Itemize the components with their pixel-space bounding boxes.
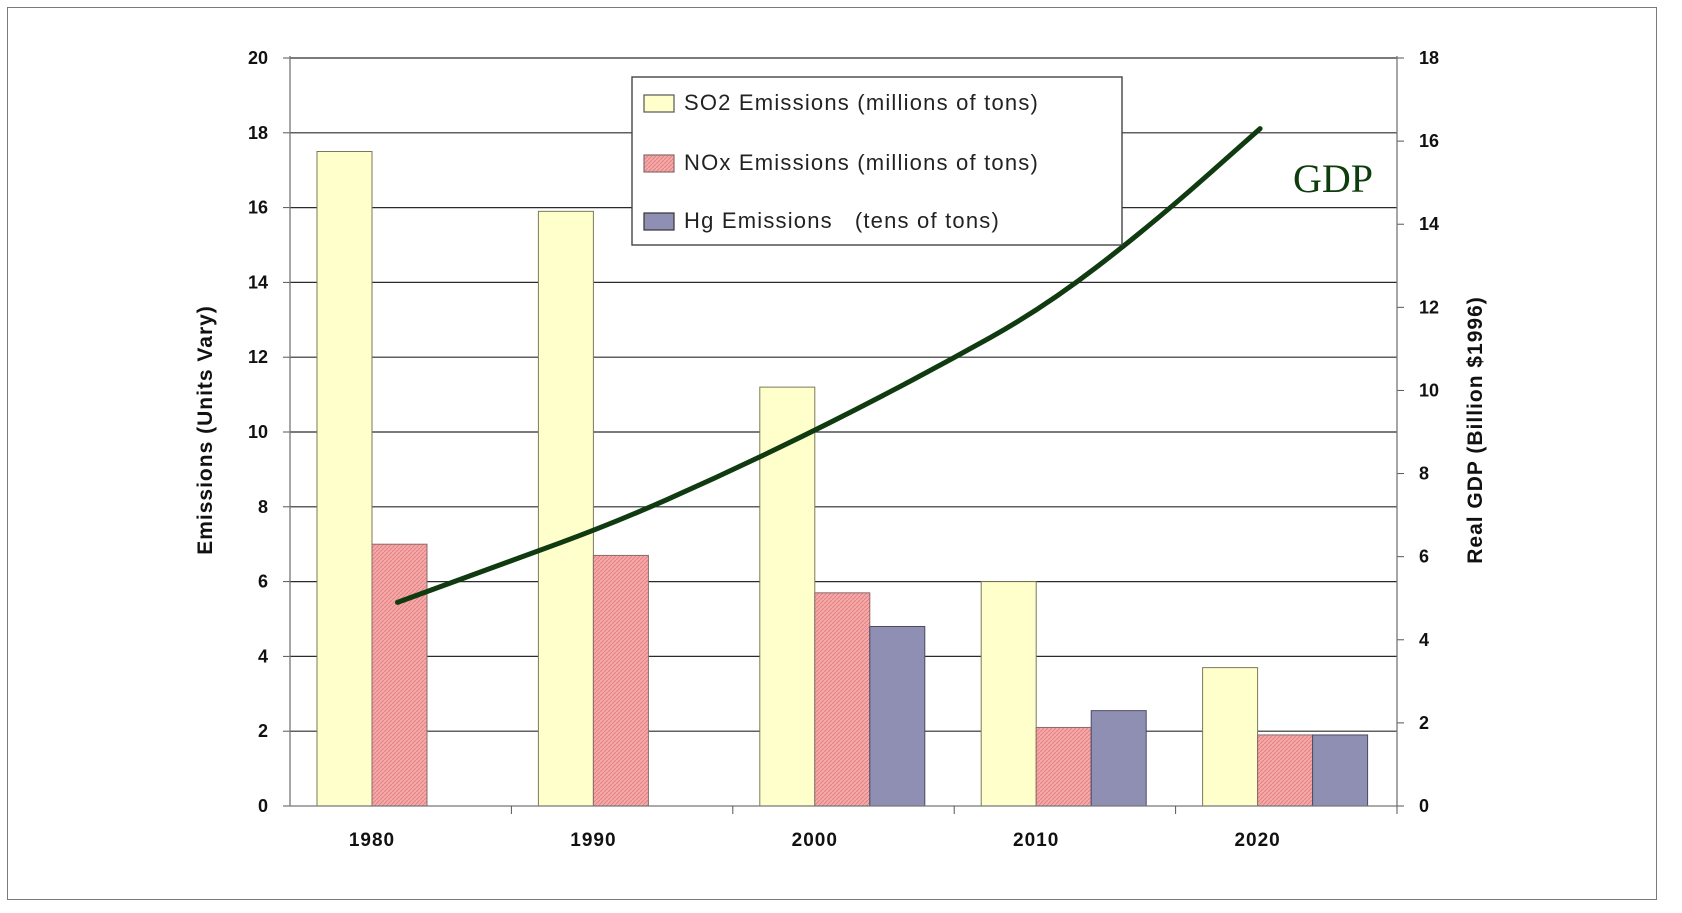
y2-tick-label: 4 [1419, 630, 1429, 650]
legend: SO2 Emissions (millions of tons) NOx Emis… [631, 76, 1123, 246]
gdp-line [395, 126, 1263, 605]
gdp-line-label: GDP [1293, 156, 1373, 201]
y2-tick-label: 0 [1419, 796, 1429, 816]
so2-bar [759, 386, 816, 807]
y-tick-label: 16 [248, 198, 268, 218]
so2-bar [316, 151, 373, 807]
nox-bar [592, 554, 649, 807]
y-tick-label: 2 [258, 721, 268, 741]
nox-bar [1035, 726, 1092, 807]
x-tick-label: 1990 [570, 830, 616, 851]
nox-bar [814, 592, 871, 807]
y2-tick-label: 12 [1419, 297, 1439, 317]
x-tick-label: 2010 [1013, 830, 1059, 851]
so2-bar [537, 210, 594, 807]
y-tick-label: 14 [248, 272, 268, 292]
legend-label: Hg Emissions (tens of tons) [684, 208, 1000, 233]
bars [316, 151, 1369, 807]
y2-tick-label: 6 [1419, 547, 1429, 567]
legend-box [631, 76, 1123, 246]
y-tick-label: 12 [248, 347, 268, 367]
y-tick-label: 10 [248, 422, 268, 442]
y-tick-label: 6 [258, 572, 268, 592]
nox-bar [371, 543, 428, 807]
tick-labels: 0 2 4 6 8 10 12 14 16 18 20 0 2 4 6 8 10 12 14 16 18 1980 1990… [248, 48, 1439, 851]
y-tick-label: 20 [248, 48, 268, 68]
x-tick-label: 1980 [349, 830, 395, 851]
so2-bar [980, 581, 1037, 807]
y-tick-label: 0 [258, 796, 268, 816]
x-tick-label: 2000 [792, 830, 838, 851]
hg-bar [1312, 734, 1369, 807]
legend-swatch [643, 212, 675, 231]
axes [283, 56, 1404, 814]
legend-swatch [643, 94, 675, 113]
legend-label: SO2 Emissions (millions of tons) [684, 90, 1039, 115]
y2-tick-label: 8 [1419, 464, 1429, 484]
y-tick-label: 8 [258, 497, 268, 517]
y2-axis-label: Real GDP (Billion $1996) [1464, 296, 1487, 564]
x-tick-label: 2020 [1234, 830, 1280, 851]
legend-swatch [643, 154, 675, 173]
so2-bar [1202, 667, 1259, 807]
y2-tick-label: 14 [1419, 214, 1439, 234]
y-tick-label: 18 [248, 123, 268, 143]
y-axis-label: Emissions (Units Vary) [194, 305, 217, 555]
hg-bar [869, 625, 926, 807]
hg-bar [1090, 710, 1147, 807]
y2-tick-label: 16 [1419, 131, 1439, 151]
y-tick-label: 4 [258, 646, 268, 666]
y2-tick-label: 2 [1419, 713, 1429, 733]
legend-label: NOx Emissions (millions of tons) [684, 150, 1039, 175]
y2-tick-label: 18 [1419, 48, 1439, 68]
nox-bar [1257, 734, 1314, 807]
gdp-line-layer [395, 126, 1263, 605]
y2-tick-label: 10 [1419, 380, 1439, 400]
chart-frame [7, 7, 1657, 900]
